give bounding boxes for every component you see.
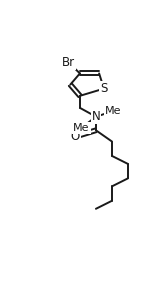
Text: O: O [70,130,80,143]
Text: Me: Me [73,123,90,133]
Text: N: N [92,110,100,123]
Text: Me: Me [105,106,122,116]
Text: S: S [100,82,108,95]
Text: Br: Br [62,56,75,69]
